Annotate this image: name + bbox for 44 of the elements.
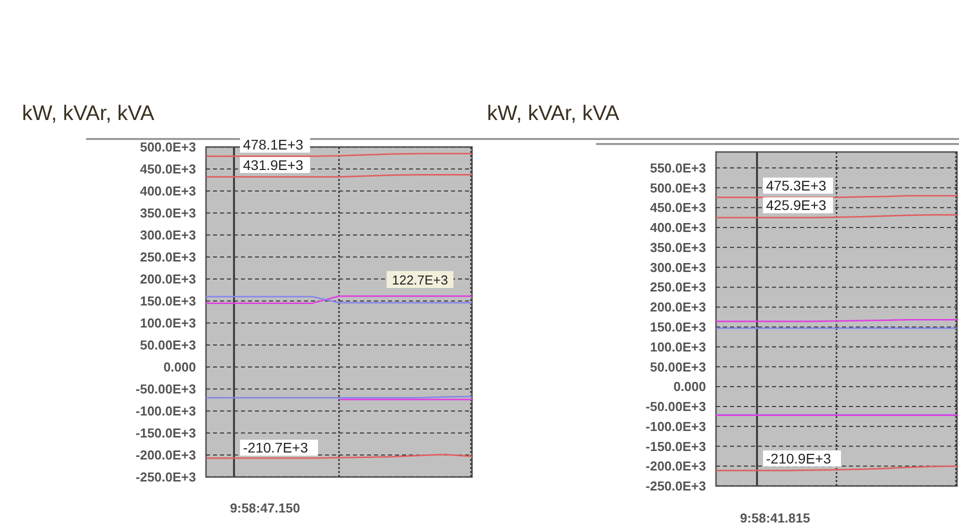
y-tick-label: 0.000 xyxy=(163,360,196,375)
y-tick-label: -50.00E+3 xyxy=(136,382,196,397)
y-tick-label: 500.0E+3 xyxy=(650,180,706,196)
y-tick-label: 200.0E+3 xyxy=(140,272,196,287)
y-tick-label: 400.0E+3 xyxy=(650,220,706,236)
y-tick-label: -150.0E+3 xyxy=(136,426,196,441)
y-tick-label: 450.0E+3 xyxy=(140,162,196,177)
y-axis-title: kW, kVAr, kVA xyxy=(22,102,154,125)
y-tick-label: -50.00E+3 xyxy=(646,399,706,414)
y-tick-label: 400.0E+3 xyxy=(140,184,196,199)
annotation: 425.9E+3 xyxy=(766,197,827,214)
y-tick-label: 50.00E+3 xyxy=(140,338,196,353)
y-tick-label: -200.0E+3 xyxy=(136,448,196,463)
y-tick-label: 100.0E+3 xyxy=(650,339,706,354)
y-tick-label: -100.0E+3 xyxy=(136,404,196,419)
y-tick-label: 250.0E+3 xyxy=(650,280,706,295)
text: 9:58:47.150 xyxy=(230,500,300,516)
annotation: 122.7E+3 xyxy=(392,272,448,288)
y-tick-label: -150.0E+3 xyxy=(646,438,706,454)
y-tick-label: 200.0E+3 xyxy=(650,300,706,315)
y-tick-label: 300.0E+3 xyxy=(650,260,706,275)
y-tick-label: 100.0E+3 xyxy=(140,316,196,331)
y-tick-label: 250.0E+3 xyxy=(140,250,196,265)
y-axis-title: kW, kVAr, kVA xyxy=(487,102,620,125)
annotation: 431.9E+3 xyxy=(243,156,304,173)
y-tick-label: -100.0E+3 xyxy=(646,418,706,434)
y-tick-label: -250.0E+3 xyxy=(136,470,196,485)
y-tick-label: 150.0E+3 xyxy=(140,294,196,309)
annotation: 475.3E+3 xyxy=(766,178,827,194)
y-tick-label: 500.0E+3 xyxy=(140,140,196,155)
annotation: -210.7E+3 xyxy=(243,440,308,456)
y-tick-label: 450.0E+3 xyxy=(650,200,706,216)
y-tick-label: -200.0E+3 xyxy=(646,458,706,474)
y-tick-label: 550.0E+3 xyxy=(650,160,706,176)
y-tick-label: 350.0E+3 xyxy=(650,240,706,255)
text: 9:58:41.815 xyxy=(740,510,810,526)
y-tick-label: 350.0E+3 xyxy=(140,206,196,221)
y-tick-label: 50.00E+3 xyxy=(650,359,706,374)
y-tick-label: 150.0E+3 xyxy=(650,320,706,334)
annotation: 478.1E+3 xyxy=(243,136,304,153)
annotation: -210.9E+3 xyxy=(766,450,832,466)
y-tick-label: -250.0E+3 xyxy=(646,478,706,494)
y-tick-label: 300.0E+3 xyxy=(140,228,196,243)
y-tick-label: 0.000 xyxy=(673,379,706,394)
